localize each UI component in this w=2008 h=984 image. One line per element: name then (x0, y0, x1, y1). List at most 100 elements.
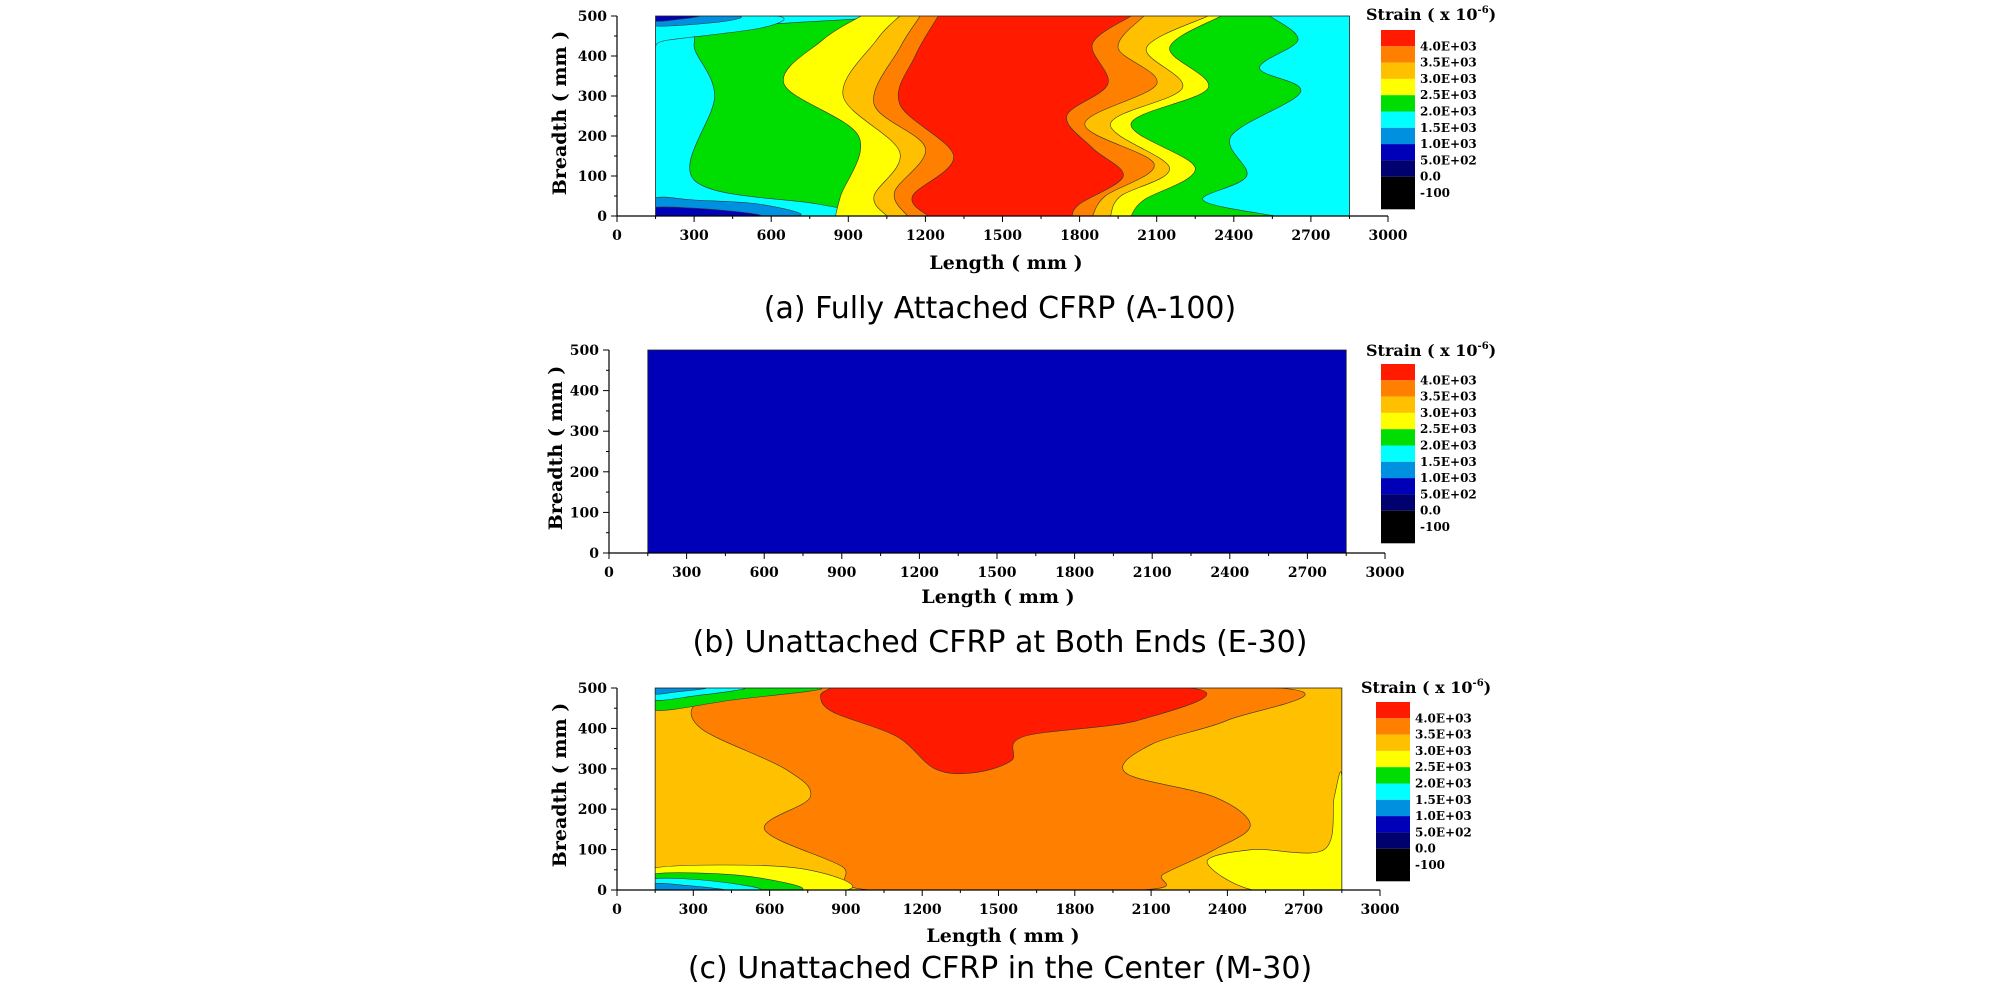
panel-c-ylabel: Breadth ( mm ) (549, 703, 571, 867)
legend-swatch (1376, 750, 1410, 768)
legend-swatch (1381, 111, 1415, 128)
legend-swatch (1376, 702, 1410, 719)
legend-label: 5.0E+02 (1415, 825, 1472, 839)
x-tick-label: 3000 (1369, 228, 1408, 244)
y-tick-label: 300 (578, 762, 607, 778)
x-tick-label: 2100 (1132, 902, 1171, 918)
legend-swatch (1381, 445, 1415, 462)
x-tick-label: 900 (827, 565, 856, 581)
legend-label: 1.0E+03 (1420, 137, 1477, 151)
legend-swatch (1381, 176, 1415, 193)
y-tick-label: 200 (570, 465, 599, 481)
y-tick-label: 200 (578, 802, 607, 818)
legend-label: 3.0E+03 (1420, 72, 1477, 86)
x-tick-label: 2700 (1288, 565, 1327, 581)
x-tick-label: 0 (612, 902, 622, 918)
contour-patch (690, 688, 1306, 890)
legend-label: 2.0E+03 (1420, 105, 1477, 119)
panel-c-legend: Strain ( x 10-6) 4.0E+03 3.5E+03 3.0E+03 2.5… (1361, 678, 1491, 882)
legend-swatch (1381, 127, 1415, 145)
legend-swatch (1381, 494, 1415, 511)
legend-swatch (1381, 95, 1415, 112)
panel-c-xlabel: Length ( mm ) (926, 925, 1079, 947)
x-tick-label: 0 (612, 228, 622, 244)
x-tick-label: 1200 (903, 902, 942, 918)
legend-label: 3.5E+03 (1420, 390, 1477, 404)
legend-swatch (1381, 78, 1415, 96)
x-tick-label: 1800 (1060, 228, 1099, 244)
legend-label: -100 (1415, 858, 1445, 872)
y-tick-label: 500 (570, 343, 599, 359)
legend-title: Strain ( x 10-6) (1361, 678, 1491, 697)
y-tick-label: 100 (570, 505, 599, 521)
x-tick-label: 2100 (1137, 228, 1176, 244)
panel-a-xlabel: Length ( mm ) (929, 252, 1082, 274)
x-tick-label: 1200 (906, 228, 945, 244)
legend-swatch (1381, 364, 1415, 381)
x-tick-label: 900 (831, 902, 860, 918)
x-tick-label: 0 (604, 565, 614, 581)
x-tick-label: 2400 (1210, 565, 1249, 581)
y-tick-label: 300 (570, 424, 599, 440)
contour-field (655, 688, 1342, 890)
legend-swatch (1381, 380, 1415, 397)
contour-field (647, 350, 1347, 553)
legend-swatch (1376, 734, 1410, 751)
y-tick-label: 200 (578, 129, 607, 145)
legend-swatch (1381, 412, 1415, 430)
y-tick-label: 400 (578, 49, 607, 65)
legend-swatch (1376, 816, 1410, 833)
x-tick-label: 3000 (1366, 565, 1405, 581)
legend-swatch (1381, 527, 1415, 544)
x-tick-label: 300 (679, 228, 708, 244)
y-tick-label: 0 (597, 883, 607, 899)
x-tick-label: 2700 (1284, 902, 1323, 918)
panel-c: 0 300 600 900 1200 1500 1800 2100 2400 2700 3000 0 1… (549, 678, 1491, 984)
legend-label: 3.0E+03 (1420, 406, 1477, 420)
legend-label: 1.0E+03 (1420, 471, 1477, 485)
legend-swatch (1381, 193, 1415, 210)
legend-label: 2.0E+03 (1415, 777, 1472, 791)
y-tick-label: 0 (589, 546, 599, 562)
contour-patch (655, 206, 761, 216)
panel-a-plot: 0 300 600 900 1200 1500 1800 2100 2400 2700 3000 0 1… (578, 9, 1408, 244)
legend-swatch (1376, 865, 1410, 882)
legend-label: -100 (1420, 186, 1450, 200)
legend-label: 2.5E+03 (1415, 760, 1472, 774)
legend-swatch (1381, 62, 1415, 79)
legend-swatch (1376, 848, 1410, 865)
panel-a: 0 300 600 900 1200 1500 1800 2100 2400 2700 3000 0 1… (549, 5, 1496, 326)
legend-label: 1.5E+03 (1420, 121, 1477, 135)
x-tick-label: 2400 (1208, 902, 1247, 918)
legend-label: 0.0 (1420, 504, 1441, 518)
legend-label: 5.0E+02 (1420, 487, 1477, 501)
y-tick-label: 400 (578, 721, 607, 737)
x-tick-label: 900 (834, 228, 863, 244)
legend-swatch (1376, 718, 1410, 735)
panel-b-ylabel: Breadth ( mm ) (545, 366, 567, 530)
x-tick-label: 600 (757, 228, 786, 244)
x-tick-label: 1500 (978, 565, 1017, 581)
x-tick-label: 1200 (900, 565, 939, 581)
contour-band (897, 16, 1132, 216)
legend-label: -100 (1420, 520, 1450, 534)
legend-label: 4.0E+03 (1420, 39, 1477, 53)
legend-swatch (1381, 30, 1415, 47)
legend-swatch (1381, 396, 1415, 413)
panel-c-caption: (c) Unattached CFRP in the Center (M-30) (688, 951, 1312, 984)
legend-label: 0.0 (1415, 842, 1436, 856)
x-tick-label: 2100 (1133, 565, 1172, 581)
legend-label: 2.0E+03 (1420, 439, 1477, 453)
panel-b-plot: 0 300 600 900 1200 1500 1800 2100 2400 2700 3000 0 1… (570, 343, 1405, 581)
y-tick-label: 300 (578, 89, 607, 105)
contour-patch (1206, 771, 1342, 890)
legend-label: 4.0E+03 (1415, 711, 1472, 725)
legend-swatch (1381, 144, 1415, 161)
x-tick-label: 1500 (979, 902, 1018, 918)
y-tick-label: 400 (570, 384, 599, 400)
x-tick-label: 1800 (1055, 565, 1094, 581)
legend-title: Strain ( x 10-6) (1366, 5, 1496, 24)
y-tick-label: 100 (578, 843, 607, 859)
legend-label: 5.0E+02 (1420, 153, 1477, 167)
